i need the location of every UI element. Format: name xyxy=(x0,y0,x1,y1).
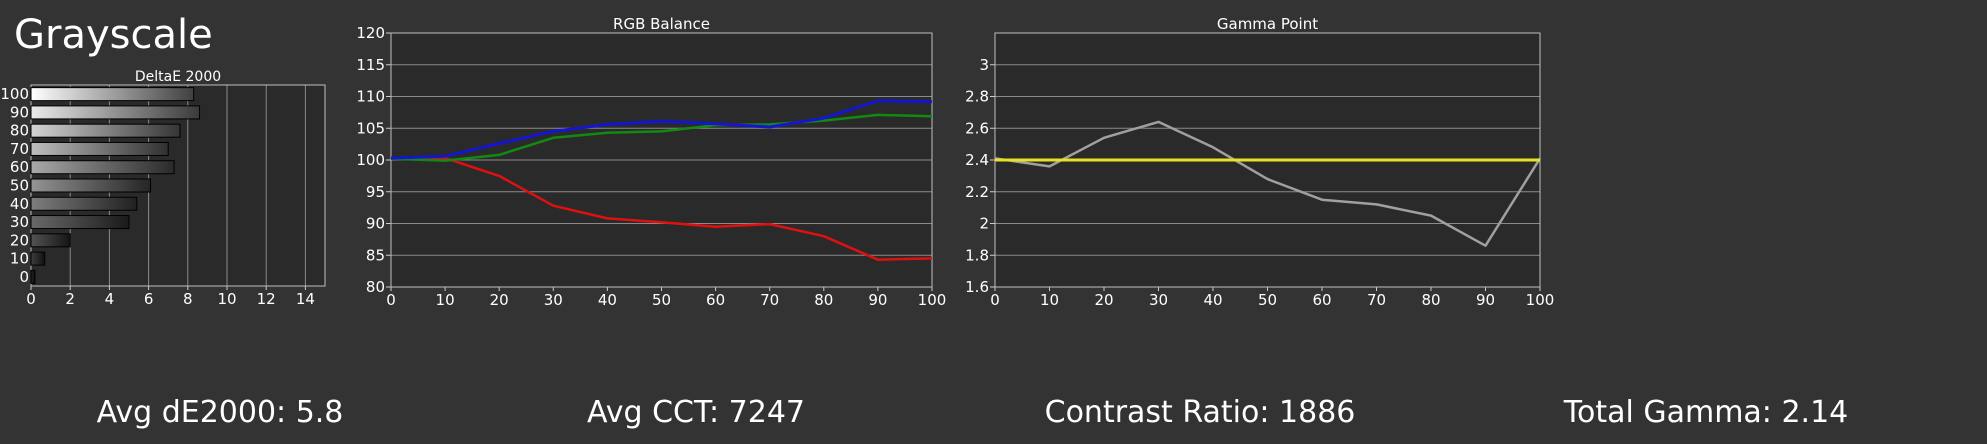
y-tick-label: 3 xyxy=(979,56,989,74)
x-tick-label: 50 xyxy=(1258,291,1277,309)
x-tick-label: 40 xyxy=(1203,291,1222,309)
y-tick-label: 1.8 xyxy=(965,246,989,264)
series-line-blue xyxy=(390,99,933,160)
y-tick-label: 90 xyxy=(366,215,385,233)
y-tick-label: 115 xyxy=(356,56,385,74)
series-line-red xyxy=(390,156,933,261)
y-tick-label: 95 xyxy=(366,183,385,201)
x-tick-label: 30 xyxy=(544,291,563,309)
y-tick-label: 120 xyxy=(356,24,385,42)
y-tick-label: 60 xyxy=(10,158,29,176)
x-tick-label: 8 xyxy=(183,290,193,308)
y-tick-label: 2.2 xyxy=(965,183,989,201)
bar xyxy=(30,87,195,102)
x-tick-label: 20 xyxy=(1094,291,1113,309)
x-tick-label: 20 xyxy=(490,291,509,309)
y-tick-label: 100 xyxy=(0,85,29,103)
y-tick-label: 80 xyxy=(366,278,385,296)
bar xyxy=(30,269,36,284)
x-tick-label: 100 xyxy=(1526,291,1555,309)
x-tick-label: 40 xyxy=(598,291,617,309)
y-tick-label: 70 xyxy=(10,140,29,158)
rgb-balance-chart: 80 85 90 95 100 105 110 115 120 0 10 20 30 40 50 60 70 80… xyxy=(356,15,946,309)
x-tick-label: 2 xyxy=(65,290,75,308)
y-tick-label: 105 xyxy=(356,119,385,137)
x-tick-label: 0 xyxy=(386,291,396,309)
chart-title: RGB Balance xyxy=(613,15,710,33)
series-line-green xyxy=(390,113,933,162)
bar xyxy=(30,251,46,266)
x-tick-label: 30 xyxy=(1149,291,1168,309)
x-tick-label: 10 xyxy=(217,290,236,308)
y-tick-label: 2.6 xyxy=(965,119,989,137)
series-line-gamma_measured xyxy=(994,120,1542,247)
x-tick-label: 12 xyxy=(257,290,276,308)
y-tick-label: 110 xyxy=(356,88,385,106)
x-tick-label: 10 xyxy=(436,291,455,309)
avg-de-stat: Avg dE2000: 5.8 xyxy=(96,395,344,430)
y-tick-label: 2.8 xyxy=(965,88,989,106)
y-tick-label: 10 xyxy=(10,250,29,268)
x-tick-label: 4 xyxy=(105,290,115,308)
x-tick-label: 100 xyxy=(918,291,947,309)
x-tick-label: 60 xyxy=(1312,291,1331,309)
avg-cct-stat: Avg CCT: 7247 xyxy=(586,395,806,430)
x-tick-label: 0 xyxy=(990,291,1000,309)
x-tick-label: 90 xyxy=(1476,291,1495,309)
x-tick-label: 80 xyxy=(1421,291,1440,309)
x-tick-label: 80 xyxy=(814,291,833,309)
y-tick-label: 2 xyxy=(979,215,989,233)
y-tick-label: 0 xyxy=(19,268,29,286)
x-tick-label: 90 xyxy=(868,291,887,309)
x-tick-label: 70 xyxy=(1367,291,1386,309)
bar xyxy=(30,123,181,138)
y-tick-label: 100 xyxy=(356,151,385,169)
bar xyxy=(30,141,169,156)
x-tick-label: 0 xyxy=(26,290,36,308)
x-tick-label: 60 xyxy=(706,291,725,309)
bar xyxy=(30,233,71,248)
bar xyxy=(30,178,152,193)
x-tick-label: 6 xyxy=(144,290,154,308)
y-tick-label: 1.6 xyxy=(965,278,989,296)
y-tick-label: 85 xyxy=(366,246,385,264)
y-tick-label: 50 xyxy=(10,177,29,195)
page-title: Grayscale xyxy=(14,12,213,58)
total-gamma-stat: Total Gamma: 2.14 xyxy=(1563,395,1849,430)
x-tick-label: 70 xyxy=(760,291,779,309)
y-tick-label: 80 xyxy=(10,122,29,140)
bar xyxy=(30,196,138,211)
chart-title: DeltaE 2000 xyxy=(135,69,221,85)
bar xyxy=(30,215,130,230)
y-tick-label: 40 xyxy=(10,195,29,213)
gamma-point-chart: 1.61.822.22.42.62.830 10 20 30 40 50 60 70 80 90 1… xyxy=(965,15,1554,309)
bar xyxy=(30,160,175,175)
plot-border xyxy=(390,32,933,288)
y-tick-label: 30 xyxy=(10,213,29,231)
x-tick-label: 14 xyxy=(296,290,315,308)
x-tick-label: 10 xyxy=(1040,291,1059,309)
y-tick-label: 90 xyxy=(10,103,29,121)
x-tick-label: 50 xyxy=(652,291,671,309)
y-tick-label: 2.4 xyxy=(965,151,989,169)
contrast-ratio-stat: Contrast Ratio: 1886 xyxy=(1044,395,1356,430)
chart-title: Gamma Point xyxy=(1217,15,1318,33)
y-tick-label: 20 xyxy=(10,231,29,249)
bar xyxy=(30,105,201,120)
